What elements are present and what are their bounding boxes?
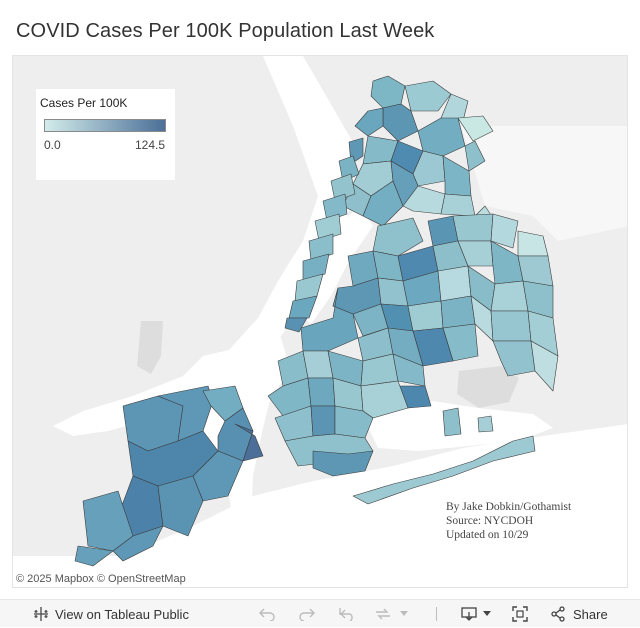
- zip-region[interactable]: [362, 180, 404, 227]
- color-legend[interactable]: Cases Per 100K 0.0 124.5: [36, 89, 175, 180]
- zip-region[interactable]: [440, 193, 476, 217]
- legend-color-ramp: [44, 119, 166, 132]
- zip-region[interactable]: [314, 213, 342, 242]
- zip-region[interactable]: [457, 115, 494, 142]
- zip-region[interactable]: [112, 525, 164, 562]
- zip-region[interactable]: [404, 80, 452, 112]
- zip-polygons: [74, 75, 559, 567]
- download-icon: [461, 607, 477, 621]
- zip-region[interactable]: [192, 450, 244, 502]
- zip-region[interactable]: [437, 265, 472, 302]
- zip-region[interactable]: [307, 377, 336, 407]
- map-attribution[interactable]: © 2025 Mapbox © OpenStreetMap: [16, 573, 186, 585]
- redo-button[interactable]: [298, 600, 316, 628]
- revert-button[interactable]: [338, 600, 356, 628]
- zip-region[interactable]: [530, 340, 559, 392]
- fullscreen-button[interactable]: [512, 600, 528, 628]
- zip-region[interactable]: [74, 545, 114, 567]
- zip-region[interactable]: [354, 107, 384, 137]
- chevron-down-icon: [483, 611, 491, 616]
- credit-author: By Jake Dobkin/Gothamist: [446, 501, 572, 513]
- zip-region[interactable]: [492, 340, 536, 377]
- view-on-tableau-label: View on Tableau Public: [55, 606, 189, 622]
- zip-region[interactable]: [442, 407, 462, 437]
- zip-region[interactable]: [412, 150, 446, 187]
- long-island-sound: [461, 126, 627, 241]
- page-title: COVID Cases Per 100K Population Last Wee…: [16, 20, 435, 42]
- zip-region[interactable]: [234, 423, 264, 462]
- toolbar-divider: [436, 607, 437, 621]
- zip-region[interactable]: [477, 415, 494, 433]
- zip-region[interactable]: [427, 215, 459, 247]
- chevron-down-icon: [400, 611, 408, 616]
- zip-region[interactable]: [284, 317, 308, 333]
- zip-region[interactable]: [490, 280, 529, 312]
- zip-region[interactable]: [312, 450, 374, 477]
- zip-region[interactable]: [288, 295, 318, 319]
- share-icon: [551, 606, 565, 622]
- zip-region[interactable]: [322, 193, 348, 222]
- revert-icon: [339, 608, 353, 621]
- zip-region[interactable]: [157, 475, 204, 537]
- credits-block: By Jake Dobkin/Gothamist Source: NYCDOH …: [446, 500, 571, 542]
- airport-area: [457, 366, 519, 408]
- credit-source: Source: NYCDOH: [446, 515, 534, 527]
- tableau-icon: [34, 607, 48, 621]
- zip-region[interactable]: [452, 213, 494, 242]
- zip-region[interactable]: [440, 295, 476, 329]
- zip-region[interactable]: [338, 155, 360, 183]
- east-river: [301, 206, 373, 324]
- zip-region[interactable]: [402, 185, 446, 215]
- view-on-tableau-button[interactable]: View on Tableau Public: [33, 600, 189, 628]
- zip-region[interactable]: [372, 217, 424, 257]
- undo-button[interactable]: [258, 600, 276, 628]
- zip-region[interactable]: [360, 380, 409, 419]
- legend-max-label: 124.5: [134, 138, 165, 152]
- refresh-button[interactable]: [374, 600, 408, 628]
- zip-region[interactable]: [334, 405, 374, 439]
- zip-region[interactable]: [330, 173, 356, 202]
- zip-region[interactable]: [490, 310, 532, 342]
- fullscreen-icon: [512, 606, 528, 622]
- legend-min-label: 0.0: [44, 138, 61, 152]
- zip-region[interactable]: [310, 405, 336, 437]
- zip-region[interactable]: [490, 213, 519, 249]
- undo-icon: [259, 608, 275, 621]
- zip-region[interactable]: [464, 140, 486, 172]
- tableau-toolbar: View on Tableau Public: [0, 599, 640, 627]
- zip-region[interactable]: [407, 300, 444, 332]
- zip-region[interactable]: [352, 435, 536, 505]
- download-button[interactable]: [461, 600, 491, 628]
- park-area: [137, 321, 163, 374]
- redo-icon: [299, 608, 315, 621]
- share-label: Share: [573, 606, 608, 622]
- credit-updated: Updated on 10/29: [446, 529, 529, 541]
- legend-title: Cases Per 100K: [40, 96, 128, 110]
- share-button[interactable]: Share: [550, 600, 608, 628]
- refresh-icon: [376, 608, 390, 620]
